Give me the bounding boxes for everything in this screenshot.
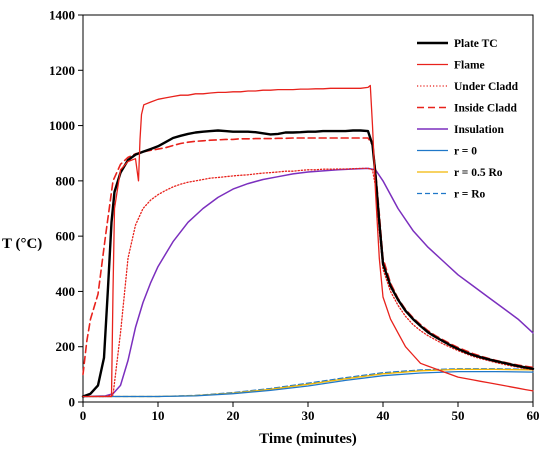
series-line-under-cladd [82, 167, 534, 398]
plot-frame [82, 14, 534, 403]
y-tick-label: 1400 [49, 8, 75, 23]
legend-label-plate-tc: Plate TC [454, 38, 498, 50]
series-line-r-0 [82, 370, 534, 398]
legend: Plate TC Flame Under Cladd Inside Cladd Insu… [417, 38, 519, 201]
y-tick-label: 0 [69, 395, 76, 410]
x-axis-title: Time (minutes) [259, 431, 357, 447]
x-tick-label: 50 [452, 408, 465, 423]
x-tick-label: 20 [227, 408, 240, 423]
legend-label-r-0: r = 0 [454, 146, 477, 158]
y-tick-label: 1000 [49, 118, 75, 133]
x-tick-label: 0 [80, 408, 87, 423]
y-tick-label: 200 [56, 339, 76, 354]
x-tick-label: 10 [152, 408, 165, 423]
x-tick-label: 30 [302, 408, 315, 423]
series-line-r-ro [82, 368, 534, 398]
y-tick-label: 600 [56, 229, 76, 244]
x-tick-label: 40 [377, 408, 390, 423]
legend-label-inside-cladd: Inside Cladd [454, 103, 518, 115]
y-axis-title: T (°C) [2, 236, 42, 252]
y-tick-label: 1200 [49, 63, 75, 78]
legend-label-under-cladd: Under Cladd [454, 81, 519, 93]
legend-label-r-ro: r = Ro [454, 189, 486, 201]
series-line-insulation [82, 167, 534, 398]
legend-label-insulation: Insulation [454, 124, 504, 136]
y-tick-label: 800 [56, 173, 76, 188]
series-line-flame [82, 84, 534, 398]
legend-label-flame: Flame [454, 60, 485, 72]
x-tick-label: 60 [527, 408, 540, 423]
series-line-inside-cladd [82, 137, 534, 376]
series-layer [81, 84, 535, 398]
legend-label-r-0-5-ro: r = 0.5 Ro [454, 167, 503, 179]
y-tick-label: 400 [56, 284, 76, 299]
series-line-plate-tc [81, 129, 535, 398]
